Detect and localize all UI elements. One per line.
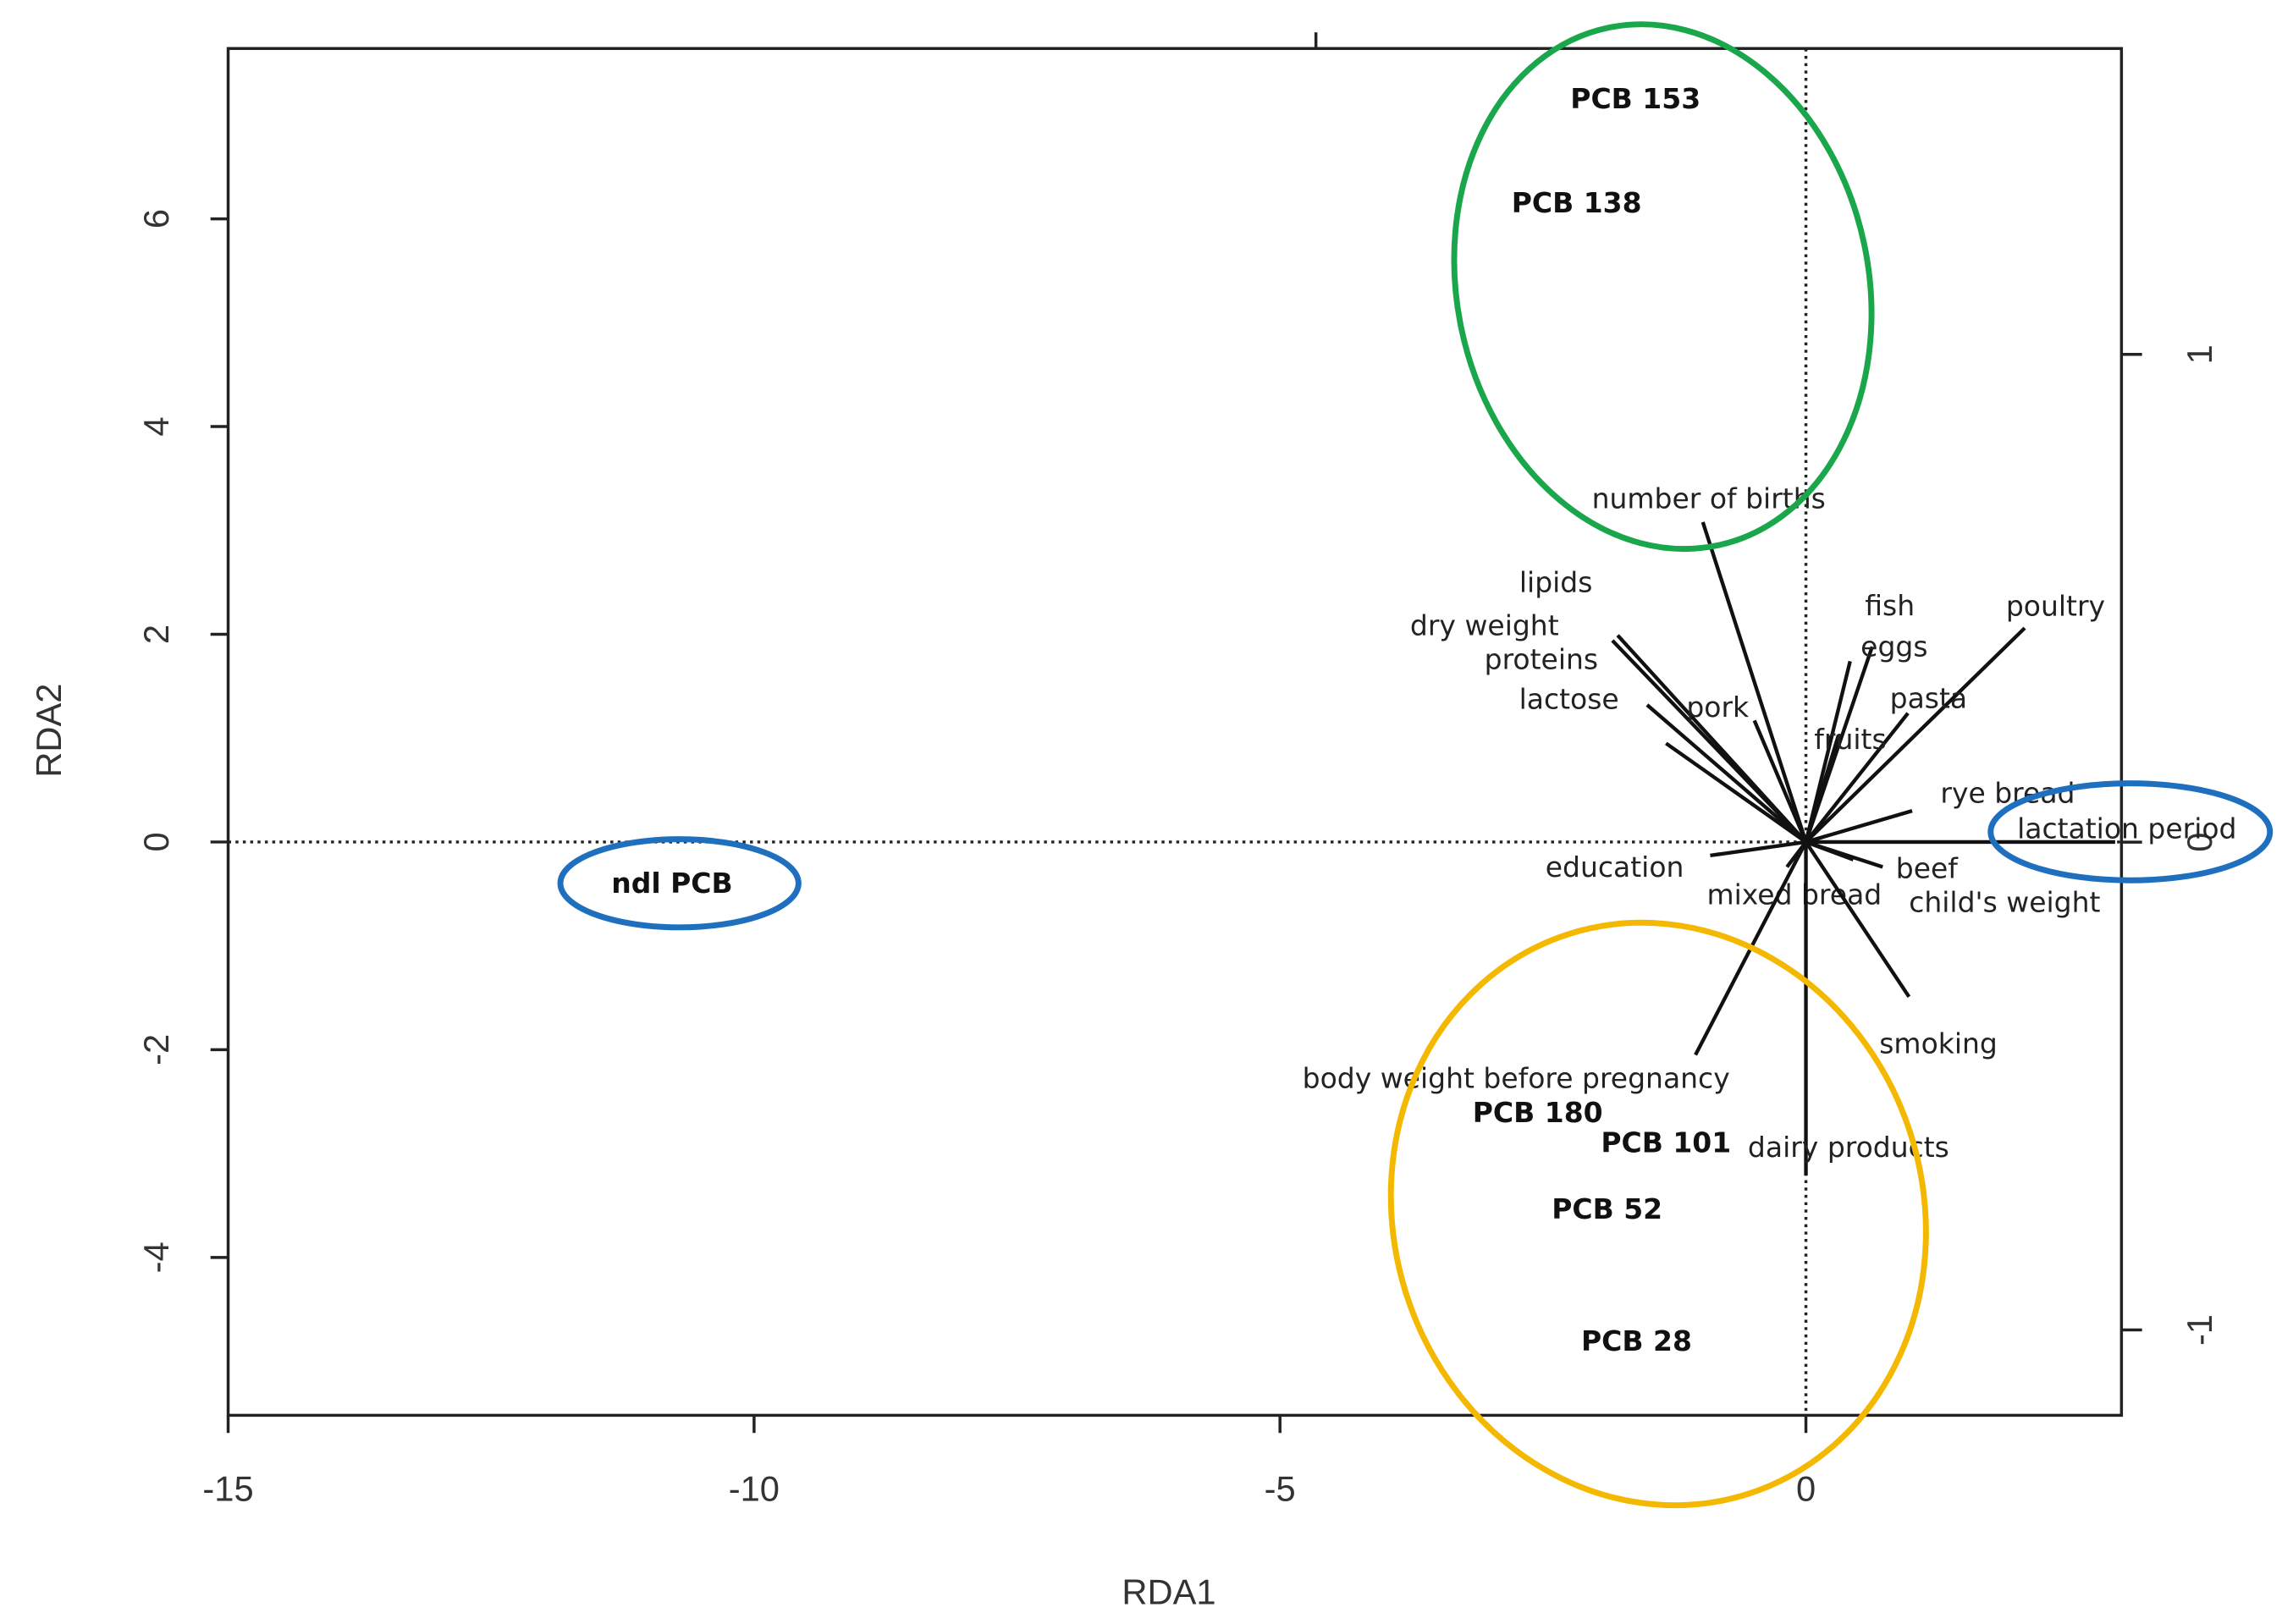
arrow-label: child's weight [1909,885,2100,918]
point-label: PCB 28 [1581,1324,1692,1357]
arrow-label: beef [1896,851,1960,884]
y2-tick-label: 1 [2180,344,2219,364]
y2-tick-label: -1 [2180,1314,2219,1346]
group-ellipse [557,836,802,931]
y-tick-label: 0 [136,832,176,851]
point-label: PCB 138 [1512,186,1642,219]
plot-frame [226,47,2124,1418]
arrow [1805,626,2026,844]
y-tick-label: 6 [136,209,176,228]
point-label: PCB 180 [1473,1096,1603,1129]
arrow [1805,840,1855,862]
x-tick-label: -10 [729,1469,780,1509]
arrow-label: lactation period [2017,812,2236,845]
arrow [1645,703,1807,844]
arrow [1710,840,1806,858]
arrow [1805,809,1913,845]
arrow-label: fish [1865,589,1915,622]
point-label: PCB 52 [1552,1192,1662,1225]
point-label: ndl PCB [611,867,732,900]
arrow [1804,734,1841,843]
arrow-label: lipids [1519,565,1593,598]
arrow-label: pasta [1890,682,1967,715]
arrow-label: proteins [1485,642,1598,675]
arrow [1752,719,1808,843]
y-tick-label: 2 [136,625,176,644]
point-label: PCB 153 [1570,82,1700,115]
arrow [1611,639,1808,844]
y-tick-label: -2 [136,1034,176,1065]
x-tick-label: -5 [1265,1469,1296,1509]
arrow-label: poultry [2006,589,2105,622]
arrow [1700,521,1808,843]
arrow-label: body weight before pregnancy [1303,1062,1730,1095]
arrow-label: pork [1686,691,1749,724]
x-tick-label: -15 [202,1469,253,1509]
group-ellipse [1387,919,1929,1509]
arrow-label: smoking [1879,1027,1998,1060]
y2-tick-label: 0 [2180,833,2219,852]
arrow [1804,840,1911,999]
arrow [1665,741,1807,844]
group-ellipse [1451,21,1875,553]
arrow-label: eggs [1860,630,1927,663]
arrow-label: mixed bread [1706,878,1882,911]
x-tick-label: 0 [1796,1469,1816,1509]
group-ellipse [1987,780,2274,884]
arrow [1804,712,1910,844]
arrow-label: dry weight [1410,609,1559,642]
y-tick-label: -4 [136,1241,176,1273]
arrow-label: lactose [1519,682,1619,715]
arrow-label: fruits [1814,723,1886,756]
point-label: PCB 101 [1601,1126,1731,1159]
y-axis-title: RDA2 [29,684,69,778]
x-axis-title: RDA1 [1122,1572,1215,1611]
y-tick-label: 4 [136,416,176,436]
arrow-label: education [1546,851,1684,884]
